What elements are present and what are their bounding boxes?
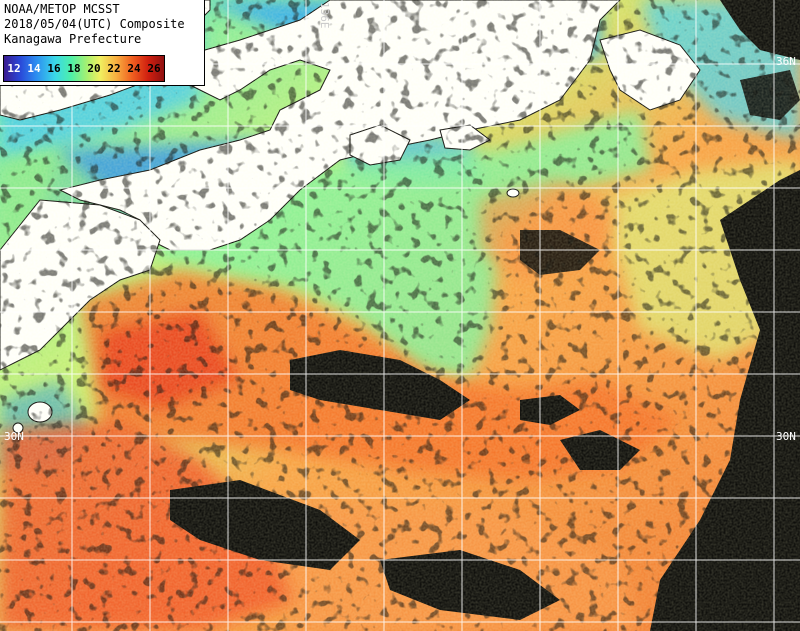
agency-label: Kanagawa Prefecture	[4, 32, 142, 46]
legend-label-24: 24	[127, 62, 141, 75]
legend-label-20: 20	[87, 62, 101, 75]
legend-label-12: 12	[7, 62, 21, 75]
legend-label-14: 14	[27, 62, 41, 75]
legend-label-16: 16	[47, 62, 61, 75]
temperature-legend: 12 14 16 18 20 22 24 26	[3, 55, 165, 82]
lat-label-36n-right: 36N	[776, 55, 796, 68]
legend-label-26: 26	[147, 62, 161, 75]
legend-label-18: 18	[67, 62, 81, 75]
lat-label-30n-left: 30N	[4, 430, 24, 443]
lat-label-30n-right: 30N	[776, 430, 796, 443]
legend-label-22: 22	[107, 62, 121, 75]
source-title: NOAA/METOP MCSST	[4, 2, 120, 16]
date-label: 2018/05/04(UTC) Composite	[4, 17, 185, 31]
lon-label-136e: 136E	[318, 2, 331, 29]
